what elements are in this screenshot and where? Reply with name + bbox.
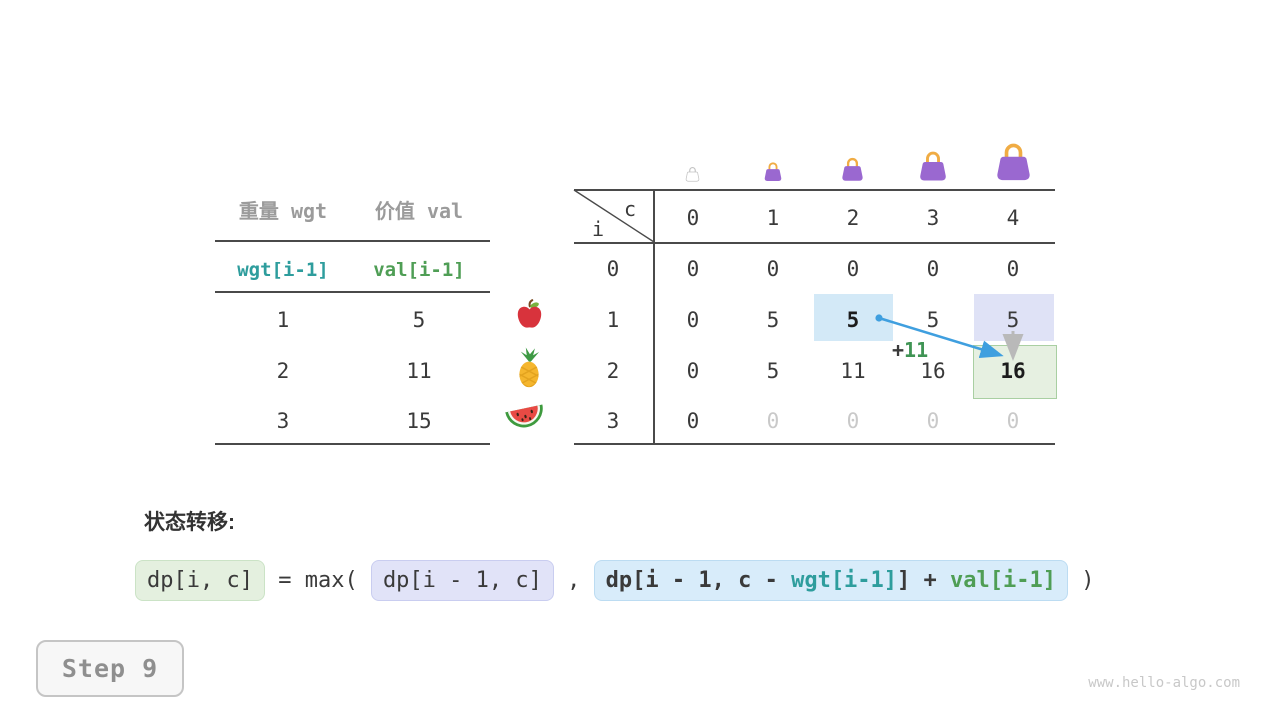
added-value: 11 [904,338,929,362]
dp-cell-3-1: 0 [766,408,780,433]
formula-eq-max: = max( [264,568,371,593]
dp-cell-0-1: 0 [766,256,780,281]
items-col-header-weight: 重量 wgt [238,199,328,223]
formula-arg2-mid: ] + [897,568,951,593]
items-index-wgt: wgt[i-1] [237,258,329,281]
step-badge: Step 9 [36,640,184,697]
item-1-weight: 1 [276,307,290,332]
item-3-weight: 3 [276,408,290,433]
item-2-weight: 2 [276,358,290,383]
watermelon-icon [505,404,543,428]
dp-col-header-4: 4 [1006,205,1020,230]
dp-cell-2-4: 16 [1000,358,1026,383]
watermark: www.hello-algo.com [1088,675,1240,691]
dp-cell-3-3: 0 [926,408,940,433]
dp-cell-0-2: 0 [846,256,860,281]
bag-icon-2 [842,157,863,181]
dp-cell-2-1: 5 [766,358,780,383]
formula-comma: , [553,568,594,593]
dp-cell-1-0: 0 [686,307,700,332]
formula-close-paren: ) [1068,568,1095,593]
plus-value-annotation: +11 [892,338,928,362]
item-1-value: 5 [412,307,426,332]
pineapple-icon [519,347,540,388]
dp-cell-3-4: 0 [1006,408,1020,433]
step-badge-label: Step 9 [61,654,159,683]
dp-row-header-0: 0 [606,256,620,281]
dp-row-header-1: 1 [606,307,620,332]
plus-sign: + [892,338,905,362]
dp-cell-0-4: 0 [1006,256,1020,281]
dp-cell-2-0: 0 [686,358,700,383]
items-table-divider-top [215,240,490,242]
formula-arg2-box: dp[i - 1, c - wgt[i-1]] + val[i-1] [593,560,1068,601]
dp-row-header-2: 2 [606,358,620,383]
dp-cell-0-0: 0 [686,256,700,281]
dp-cell-2-3: 16 [920,358,946,383]
formula-arg2-prefix: dp[i - 1, c - [605,568,792,593]
dp-cell-0-3: 0 [926,256,940,281]
bag-icon-3 [920,151,946,181]
dp-table-vertical-border [653,189,655,445]
corner-row-label-i: i [591,217,605,241]
dp-table-top-border [574,189,1055,191]
dp-cell-3-0: 0 [686,408,700,433]
dp-col-header-0: 0 [686,205,700,230]
state-transition-label: 状态转移: [144,511,235,534]
apple-icon [517,299,542,328]
bag-icon-1 [764,162,782,182]
dp-table-bottom-border [574,443,1055,445]
formula-arg2-val: val[i-1] [950,568,1056,593]
dp-table-header-border [574,242,1055,244]
formula-arg2-wgt: wgt[i-1] [791,568,898,593]
dp-cell-1-4: 5 [1006,307,1020,332]
dp-cell-2-2: 11 [840,358,866,383]
dp-cell-3-2: 0 [846,408,860,433]
item-3-value: 15 [406,408,432,433]
items-index-val: val[i-1] [373,258,465,281]
dp-row-header-3: 3 [606,408,620,433]
state-transition-formula: dp[i, c] = max( dp[i - 1, c] , dp[i - 1,… [135,560,1095,601]
ghost-bag-icon [685,167,700,182]
corner-col-label-c: c [623,197,637,221]
items-table-divider-bottom [215,443,490,445]
bag-icon-4 [997,143,1030,181]
items-col-header-value: 价值 val [374,199,464,223]
dp-col-header-2: 2 [846,205,860,230]
dp-col-header-3: 3 [926,205,940,230]
dp-cell-1-2: 5 [846,307,860,332]
items-table-divider-mid [215,291,490,293]
dp-cell-1-1: 5 [766,307,780,332]
dp-cell-1-3: 5 [926,307,940,332]
item-2-value: 11 [406,358,432,383]
dp-col-header-1: 1 [766,205,780,230]
formula-arg1-box: dp[i - 1, c] [370,560,554,601]
formula-lhs-box: dp[i, c] [135,560,265,601]
